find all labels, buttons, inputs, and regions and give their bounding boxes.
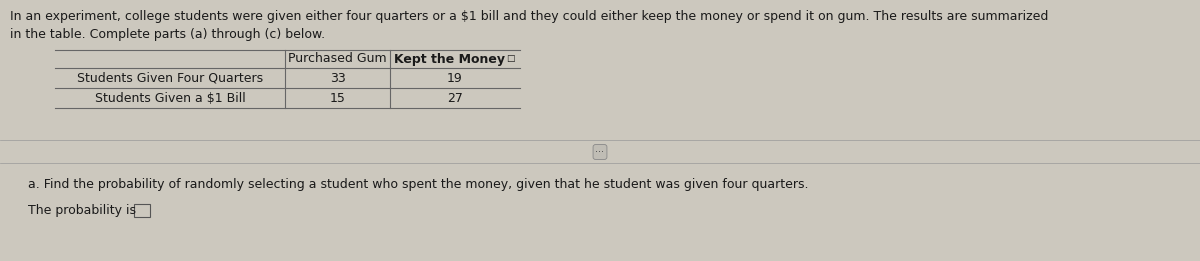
Text: In an experiment, college students were given either four quarters or a $1 bill : In an experiment, college students were …	[10, 10, 1049, 23]
Text: Kept the Money: Kept the Money	[394, 52, 504, 66]
Text: Students Given a $1 Bill: Students Given a $1 Bill	[95, 92, 245, 104]
Text: a. Find the probability of randomly selecting a student who spent the money, giv: a. Find the probability of randomly sele…	[28, 178, 809, 191]
Text: 33: 33	[330, 72, 346, 85]
Text: 15: 15	[330, 92, 346, 104]
Text: in the table. Complete parts (a) through (c) below.: in the table. Complete parts (a) through…	[10, 28, 325, 41]
Text: 27: 27	[448, 92, 463, 104]
Text: The probability is: The probability is	[28, 204, 136, 217]
Text: Students Given Four Quarters: Students Given Four Quarters	[77, 72, 263, 85]
Bar	[134, 204, 150, 217]
Text: ···: ···	[595, 147, 605, 157]
Text: □: □	[505, 54, 515, 62]
Text: 19: 19	[448, 72, 463, 85]
Text: Purchased Gum: Purchased Gum	[288, 52, 386, 66]
